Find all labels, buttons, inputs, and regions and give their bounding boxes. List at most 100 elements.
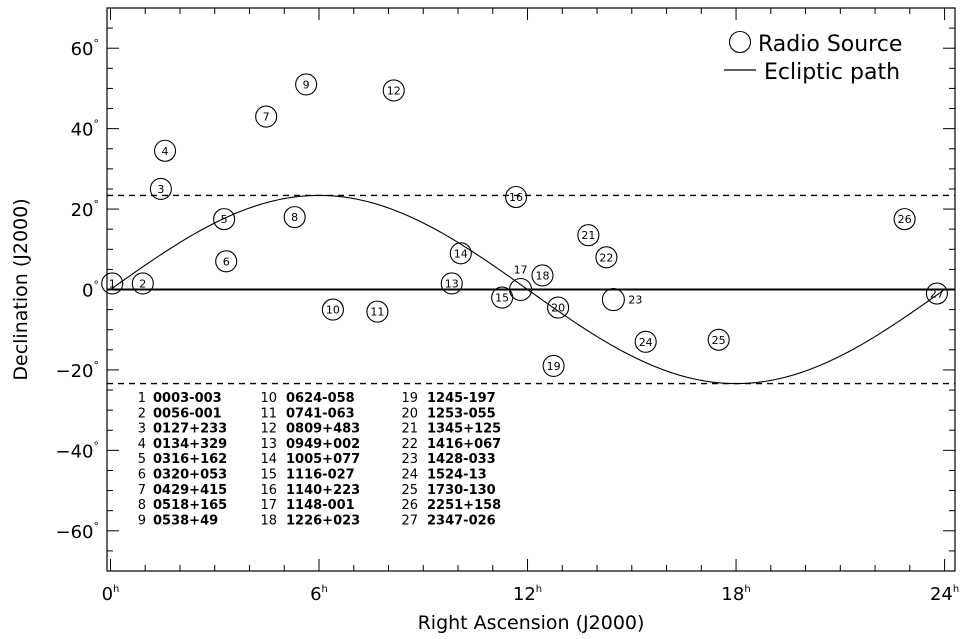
table-source-number: 3 [138, 422, 146, 437]
source-marker-4: 4 [153, 139, 177, 162]
marker-circle [149, 177, 172, 201]
marker-circle [449, 242, 472, 265]
table-row: 19 1245-197 [401, 391, 495, 406]
marker-label: 2 [139, 277, 146, 290]
table-source-name: 0134+329 [153, 437, 227, 452]
table-source-number: 13 [260, 437, 277, 452]
table-source-name: 0741-063 [286, 406, 355, 421]
marker-label: 1 [109, 277, 116, 290]
table-source-name: 0316+162 [153, 452, 227, 467]
y-tick-label: −20° [56, 359, 100, 382]
legend-label: Radio Source [758, 32, 902, 57]
table-source-number: 6 [138, 468, 146, 483]
table-source-name: 2347-026 [427, 513, 496, 528]
y-tick-label: 0° [82, 279, 99, 302]
marker-circle [925, 282, 948, 305]
marker-circle [595, 246, 618, 269]
y-tick-label: 60° [71, 37, 99, 60]
source-marker-23: 23 [601, 288, 642, 312]
table-source-number: 4 [138, 437, 146, 452]
table-source-name: 1253-055 [427, 406, 496, 421]
table-source-name: 0809+483 [286, 422, 360, 437]
marker-circle [531, 264, 554, 287]
table-row: 24 1524-13 [401, 468, 486, 483]
marker-circle [295, 73, 318, 96]
y-tick-label: −40° [56, 439, 100, 462]
table-source-number: 16 [260, 483, 277, 498]
table-source-number: 8 [138, 498, 146, 513]
table-source-number: 9 [138, 513, 146, 528]
marker-label: 16 [509, 191, 523, 204]
table-row: 21 1345+125 [401, 422, 501, 437]
table-source-number: 18 [260, 513, 277, 528]
table-source-name: 1345+125 [427, 422, 501, 437]
x-tick-label: 6h [310, 584, 328, 605]
marker-label: 11 [370, 306, 384, 319]
marker-circle [366, 300, 389, 323]
marker-label: 10 [326, 304, 340, 317]
table-row: 5 0316+162 [138, 452, 228, 467]
table-source-number: 26 [401, 498, 418, 513]
table-source-name: 0320+053 [153, 468, 227, 483]
source-marker-8: 8 [283, 206, 306, 229]
table-source-number: 5 [138, 452, 146, 467]
source-marker-3: 3 [149, 177, 172, 201]
table-source-name: 0518+165 [153, 498, 227, 513]
marker-circle [101, 272, 124, 295]
marker-label: 8 [291, 211, 298, 224]
source-marker-5: 5 [213, 208, 236, 231]
marker-label: 24 [639, 336, 653, 349]
table-row: 22 1416+067 [401, 437, 501, 452]
marker-label: 22 [599, 251, 613, 264]
marker-label: 7 [263, 111, 270, 124]
table-source-number: 21 [401, 422, 418, 437]
ecliptic-curve [110, 194, 945, 385]
table-row: 2 0056-001 [138, 406, 222, 421]
marker-circle [131, 272, 154, 295]
table-source-number: 14 [260, 452, 277, 467]
marker-label: 21 [581, 229, 595, 242]
table-row: 14 1005+077 [260, 452, 360, 467]
marker-label: 23 [628, 294, 642, 307]
axes: 0h 6h 12h 18h 24h Right Ascension (J2000) −60°… [10, 7, 959, 634]
table-source-name: 1116-027 [286, 468, 355, 483]
marker-circle [542, 354, 565, 377]
source-marker-20: 20 [547, 296, 570, 319]
table-source-number: 7 [138, 483, 146, 498]
table-source-name: 1245-197 [427, 391, 496, 406]
source-marker-11: 11 [366, 300, 389, 323]
table-source-number: 25 [401, 483, 418, 498]
source-marker-9: 9 [295, 73, 318, 96]
table-source-name: 0538+49 [153, 513, 218, 528]
marker-label: 20 [551, 302, 565, 315]
marker-label: 6 [223, 255, 230, 268]
marker-circle [505, 185, 528, 209]
table-row: 1 0003-003 [138, 391, 222, 406]
source-marker-21: 21 [577, 224, 600, 247]
table-row: 27 2347-026 [401, 513, 495, 528]
marker-circle [153, 139, 177, 162]
legend-item-ecliptic: Ecliptic path [724, 60, 900, 85]
x-tick-label: 0h [102, 584, 120, 605]
table-source-number: 2 [138, 406, 146, 421]
table-source-name: 0949+002 [286, 437, 360, 452]
marker-circle [213, 208, 236, 231]
source-marker-13: 13 [440, 272, 463, 295]
table-row: 20 1253-055 [401, 406, 495, 421]
table-source-number: 11 [260, 406, 277, 421]
table-row: 3 0127+233 [138, 422, 228, 437]
table-source-name: 1428-033 [427, 452, 496, 467]
y-tick-label: 40° [71, 118, 99, 141]
source-marker-26: 26 [893, 208, 916, 231]
marker-circle [634, 330, 657, 353]
table-source-number: 24 [401, 468, 418, 483]
table-source-number: 1 [138, 391, 146, 406]
table-row: 26 2251+158 [401, 498, 501, 513]
source-marker-18: 18 [531, 264, 554, 287]
marker-circle [440, 272, 463, 295]
marker-label: 3 [157, 183, 164, 196]
source-marker-1: 1 [101, 272, 124, 295]
marker-circle [577, 224, 600, 247]
table-row: 10 0624-058 [260, 391, 354, 406]
